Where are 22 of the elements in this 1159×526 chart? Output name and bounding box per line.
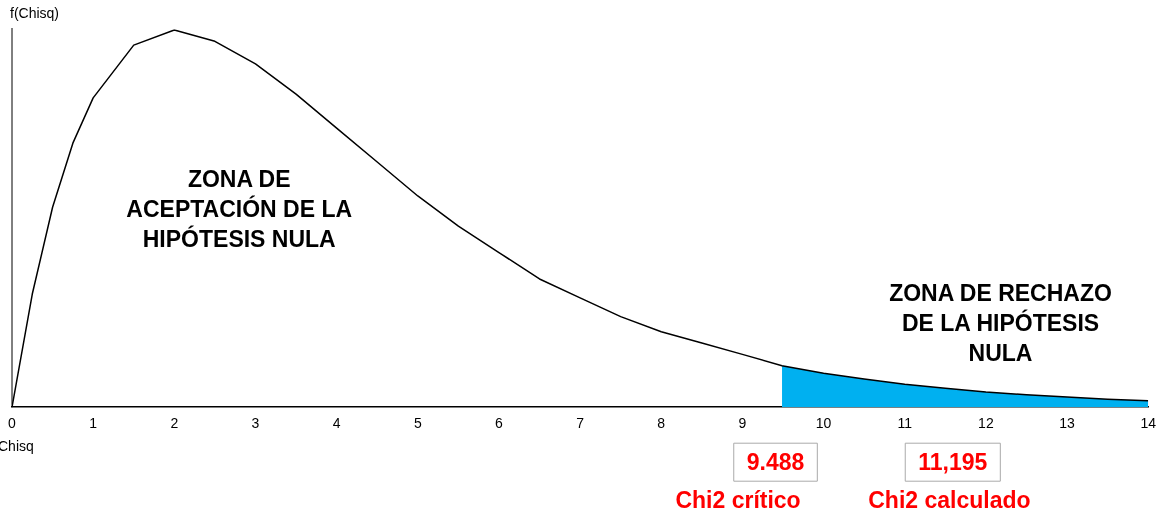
y-axis-title: f(Chisq) <box>10 5 60 21</box>
text: Chi2 calculado <box>868 486 1031 513</box>
x-tick-label: 11 <box>897 415 913 432</box>
x-tick-label: 12 <box>978 415 994 432</box>
x-tick-label: 6 <box>495 415 504 432</box>
x-tick-label: 10 <box>815 415 832 432</box>
x-tick-label: 4 <box>332 415 341 432</box>
x-tick-label: 0 <box>8 415 17 432</box>
text: 9.488 <box>746 448 805 475</box>
text: Chi2 crítico <box>675 486 801 513</box>
x-tick-label: 1 <box>89 415 98 432</box>
x-tick-label: 8 <box>657 415 666 432</box>
x-tick-label: 13 <box>1059 415 1076 432</box>
text: 11,195 <box>918 448 988 475</box>
annotation: ZONA DE RECHAZO DE LA HIPÓTESIS NULA <box>889 279 1112 366</box>
x-tick-label: 2 <box>170 415 179 432</box>
x-tick-label: 3 <box>251 415 260 432</box>
x-tick-label: 5 <box>413 415 422 432</box>
annotation: ZONA DE ACEPTACIÓN DE LA HIPÓTESIS NULA <box>126 166 353 253</box>
x-tick-label: 9 <box>738 415 747 432</box>
x-tick-label: 7 <box>576 415 585 432</box>
x-tick-label: 14 <box>1140 415 1157 432</box>
